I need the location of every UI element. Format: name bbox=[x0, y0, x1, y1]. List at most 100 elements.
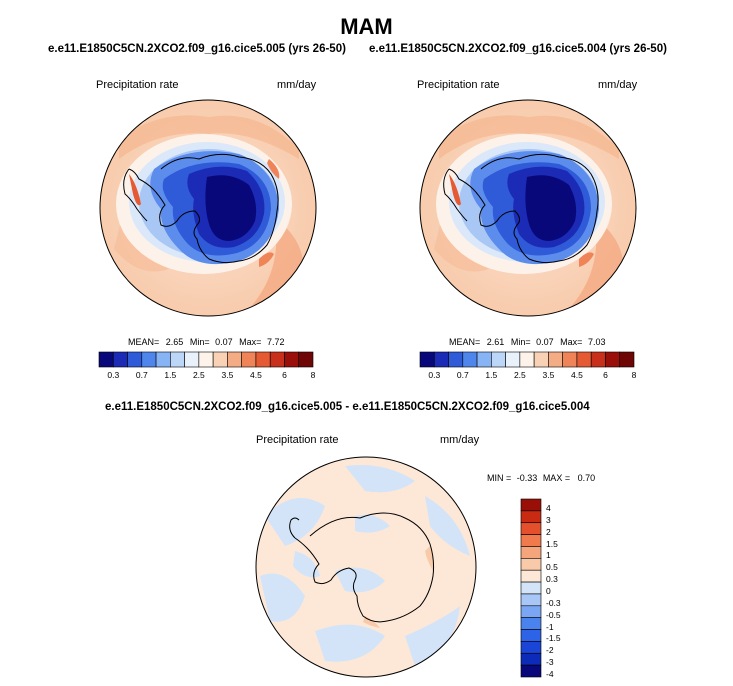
colorbar-tick-label: 6 bbox=[282, 370, 287, 380]
mean-label: MEAN= bbox=[128, 337, 160, 347]
colorbar-tick-label: 1.5 bbox=[164, 370, 177, 380]
colorbar-right bbox=[419, 351, 635, 368]
colorbar-tick-label: 0.3 bbox=[546, 574, 558, 585]
colorbar-tick-label: 0.7 bbox=[456, 370, 469, 380]
colorbar-tick-label: 2.5 bbox=[513, 370, 526, 380]
colorbar-tick-label: -2 bbox=[546, 645, 554, 656]
colorbar-swatch bbox=[491, 351, 506, 368]
colorbar-tick-label: 2 bbox=[546, 526, 551, 537]
colorbar-tick-label: 1 bbox=[546, 550, 551, 561]
colorbar-swatch bbox=[520, 558, 542, 571]
colorbar-tick-label: 6 bbox=[603, 370, 608, 380]
colorbar-tick-label: 4 bbox=[546, 502, 551, 513]
colorbar-tick-label: 0.5 bbox=[546, 562, 558, 573]
colorbar-difference-labels: 4 3 2 1.5 1 0.5 0.3 0 -0.3 -0.5 -1 -1.5 -2 -3 -4 bbox=[546, 499, 586, 680]
colorbar-swatch bbox=[520, 546, 542, 559]
colorbar-tick-label: -0.3 bbox=[546, 597, 561, 608]
colorbar-swatch bbox=[576, 351, 592, 368]
diff-min-value: -0.33 bbox=[516, 473, 538, 483]
colorbar-swatch bbox=[520, 641, 542, 654]
colorbar-tick-label: 0.7 bbox=[135, 370, 148, 380]
colorbar-swatch bbox=[520, 498, 542, 512]
colorbar-left-labels: 0.3 0.7 1.5 2.5 3.5 4.5 6 8 bbox=[99, 370, 315, 382]
colorbar-swatch bbox=[170, 351, 185, 368]
colorbar-swatch bbox=[520, 664, 542, 678]
colorbar-swatch bbox=[520, 617, 542, 630]
colorbar-tick-label: 3.5 bbox=[221, 370, 234, 380]
colorbar-tick-label: 0 bbox=[546, 585, 551, 596]
polar-map-right bbox=[419, 99, 637, 317]
colorbar-tick-label: 3.5 bbox=[542, 370, 555, 380]
min-label: Min= bbox=[189, 337, 210, 347]
colorbar-swatch bbox=[505, 351, 521, 368]
colorbar-swatch bbox=[448, 351, 464, 368]
colorbar-swatch bbox=[590, 351, 606, 368]
mean-label: MEAN= bbox=[449, 337, 481, 347]
colorbar-swatch bbox=[255, 351, 271, 368]
diff-units-label: mm/day bbox=[440, 434, 480, 446]
colorbar-swatch bbox=[533, 351, 549, 368]
max-value: 7.03 bbox=[587, 337, 606, 347]
colorbar-swatch bbox=[155, 351, 171, 368]
colorbar-swatch bbox=[198, 351, 214, 368]
colorbar-left bbox=[98, 351, 314, 368]
figure-title: MAM bbox=[340, 14, 393, 39]
max-label: Max= bbox=[239, 337, 262, 347]
units-label-right: mm/day bbox=[598, 79, 638, 91]
colorbar-swatch bbox=[141, 351, 157, 368]
colorbar-swatch bbox=[112, 351, 128, 368]
units-label-left: mm/day bbox=[277, 79, 317, 91]
colorbar-swatch bbox=[476, 351, 492, 368]
diff-min-label: MIN = bbox=[487, 473, 512, 483]
diff-max-value: 0.70 bbox=[577, 473, 596, 483]
colorbar-difference bbox=[520, 498, 542, 678]
colorbar-swatch bbox=[605, 351, 621, 368]
colorbar-swatch bbox=[520, 652, 542, 666]
colorbar-tick-label: -1.5 bbox=[546, 633, 561, 644]
colorbar-tick-label: 4.5 bbox=[250, 370, 262, 380]
colorbar-swatch bbox=[562, 351, 578, 368]
colorbar-swatch bbox=[127, 351, 143, 368]
colorbar-swatch bbox=[548, 351, 563, 368]
colorbar-tick-label: -4 bbox=[546, 669, 554, 680]
min-value: 0.07 bbox=[536, 337, 554, 347]
colorbar-swatch bbox=[520, 522, 542, 535]
colorbar-swatch bbox=[619, 351, 635, 368]
colorbar-swatch bbox=[519, 351, 535, 368]
variable-label-right: Precipitation rate bbox=[417, 79, 500, 91]
colorbar-tick-label: 0.3 bbox=[107, 370, 120, 380]
colorbar-swatch bbox=[241, 351, 257, 368]
colorbar-swatch bbox=[520, 581, 542, 595]
diff-variable-label: Precipitation rate bbox=[256, 434, 339, 446]
colorbar-swatch bbox=[98, 351, 114, 368]
colorbar-swatch bbox=[212, 351, 228, 368]
colorbar-tick-label: -3 bbox=[546, 657, 554, 668]
diff-title: e.e11.E1850C5CN.2XCO2.f09_g16.cice5.005 … bbox=[105, 401, 590, 413]
colorbar-swatch bbox=[520, 605, 542, 618]
colorbar-tick-label: -1 bbox=[546, 621, 554, 632]
diff-min-max: MIN = -0.33 MAX = 0.70 bbox=[487, 473, 595, 483]
case-title-left: e.e11.E1850C5CN.2XCO2.f09_g16.cice5.005 … bbox=[48, 43, 346, 55]
polar-map-left bbox=[99, 99, 317, 317]
case-title-right: e.e11.E1850C5CN.2XCO2.f09_g16.cice5.004 … bbox=[369, 43, 667, 55]
stats-left: MEAN= 2.65 Min= 0.07 Max= 7.72 bbox=[128, 337, 284, 347]
colorbar-swatch bbox=[184, 351, 200, 368]
colorbar-tick-label: 1.5 bbox=[546, 538, 558, 549]
diff-max-label: MAX = bbox=[542, 473, 571, 483]
colorbar-swatch bbox=[419, 351, 435, 368]
colorbar-right-labels: 0.3 0.7 1.5 2.5 3.5 4.5 6 8 bbox=[420, 370, 637, 382]
max-label: Max= bbox=[560, 337, 583, 347]
colorbar-tick-label: 4.5 bbox=[571, 370, 583, 380]
colorbar-swatch bbox=[520, 534, 542, 547]
colorbar-swatch bbox=[269, 351, 285, 368]
colorbar-tick-label: 8 bbox=[631, 370, 637, 380]
colorbar-swatch bbox=[520, 593, 542, 607]
mean-value: 2.61 bbox=[486, 337, 505, 347]
stats-right: MEAN= 2.61 Min= 0.07 Max= 7.03 bbox=[449, 337, 605, 347]
colorbar-swatch bbox=[520, 510, 542, 524]
colorbar-tick-label: 1.5 bbox=[485, 370, 498, 380]
variable-label-left: Precipitation rate bbox=[96, 79, 179, 91]
colorbar-tick-label: 2.5 bbox=[192, 370, 205, 380]
polar-map-difference bbox=[255, 456, 477, 678]
min-value: 0.07 bbox=[215, 337, 233, 347]
